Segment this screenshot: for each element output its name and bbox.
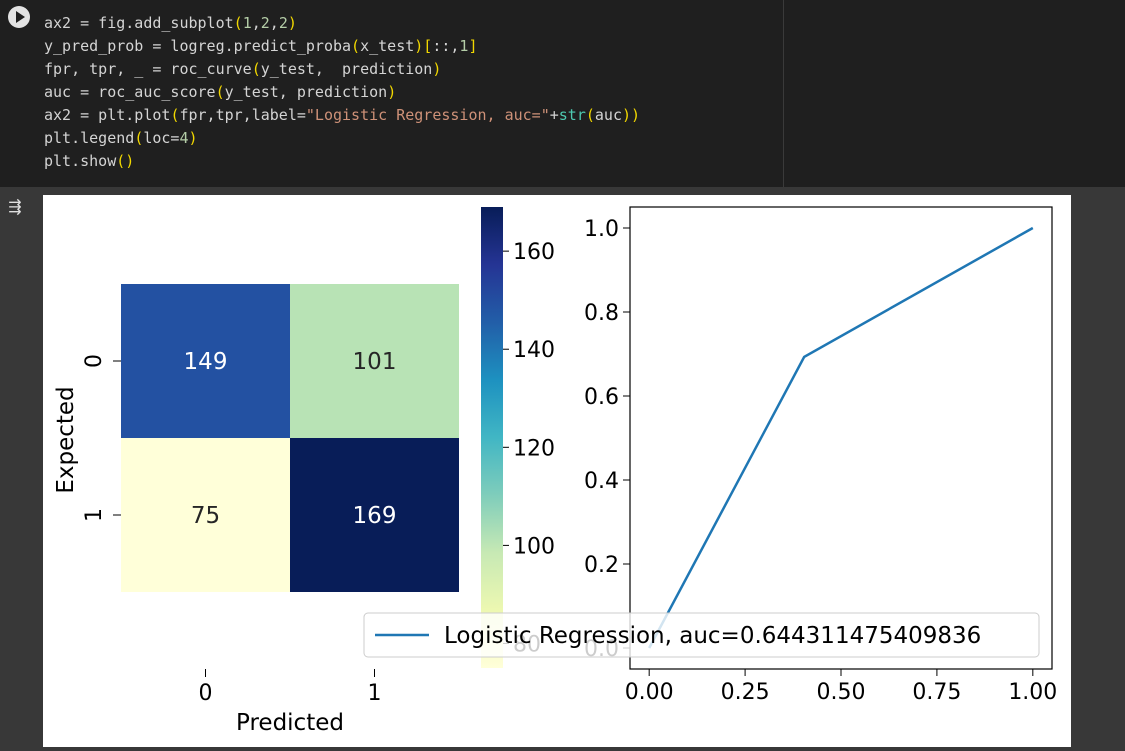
code-cell[interactable]: ax2 = fig.add_subplot(1,2,2) y_pred_prob… bbox=[0, 0, 1125, 187]
cell-divider bbox=[783, 0, 784, 187]
y-tick-label: 1 bbox=[82, 508, 107, 522]
legend-box bbox=[363, 612, 1040, 658]
code-line: ax2 = fig.add_subplot(1,2,2) bbox=[44, 14, 297, 32]
roc-curve-line bbox=[648, 226, 1034, 649]
cell-value-label: 149 bbox=[184, 349, 228, 375]
y-tick-label: 0.6 bbox=[584, 385, 619, 410]
y-tick-label: 0.8 bbox=[584, 301, 619, 326]
play-icon[interactable] bbox=[8, 6, 30, 28]
colorbar bbox=[481, 207, 503, 668]
x-tick-label: 1 bbox=[368, 681, 382, 706]
legend-label: Logistic Regression, auc=0.6443114754098… bbox=[444, 623, 981, 649]
cell-value-label: 101 bbox=[353, 349, 397, 375]
code-line: ax2 = plt.plot(fpr,tpr,label="Logistic R… bbox=[44, 106, 641, 124]
cell-value-label: 169 bbox=[353, 503, 397, 529]
y-axis-label: Expected bbox=[53, 386, 79, 493]
cell-value-label: 75 bbox=[191, 503, 220, 529]
colorbar-tick-label: 140 bbox=[513, 338, 555, 363]
y-tick-label: 0.4 bbox=[584, 469, 619, 494]
code-line: auc = roc_auc_score(y_test, prediction) bbox=[44, 83, 397, 101]
x-tick-label: 1.00 bbox=[1008, 680, 1057, 705]
heatmap-cell bbox=[121, 438, 290, 592]
y-tick-label: 0.2 bbox=[584, 553, 619, 578]
colorbar-tick-label: 160 bbox=[513, 240, 555, 265]
plot-figure: 149101751690101PredictedExpected80100120… bbox=[43, 195, 1071, 747]
x-tick-label: 0.50 bbox=[817, 680, 866, 705]
colorbar-tick-label: 100 bbox=[513, 534, 555, 559]
code-line: y_pred_prob = logreg.predict_proba(x_tes… bbox=[44, 37, 478, 55]
x-tick-label: 0 bbox=[199, 681, 213, 706]
code-line: plt.show() bbox=[44, 152, 135, 170]
colorbar-tick-label: 120 bbox=[513, 436, 555, 461]
code-line: fpr, tpr, _ = roc_curve(y_test, predicti… bbox=[44, 60, 442, 78]
x-axis-label: Predicted bbox=[236, 710, 344, 736]
output-toggle-icon[interactable]: ⇶ bbox=[8, 197, 22, 216]
x-tick-label: 0.75 bbox=[912, 680, 961, 705]
code-line: plt.legend(loc=4) bbox=[44, 129, 198, 147]
figure-svg: 149101751690101PredictedExpected80100120… bbox=[53, 206, 1057, 736]
y-tick-label: 1.0 bbox=[584, 217, 619, 242]
y-tick-label: 0 bbox=[82, 354, 107, 368]
heatmap-cell bbox=[121, 284, 290, 438]
plot-frame bbox=[629, 206, 1053, 670]
heatmap-cell bbox=[290, 438, 459, 592]
x-tick-label: 0.25 bbox=[721, 680, 770, 705]
heatmap-cell bbox=[290, 284, 459, 438]
x-tick-label: 0.00 bbox=[625, 680, 674, 705]
code-editor[interactable]: ax2 = fig.add_subplot(1,2,2) y_pred_prob… bbox=[44, 12, 640, 173]
